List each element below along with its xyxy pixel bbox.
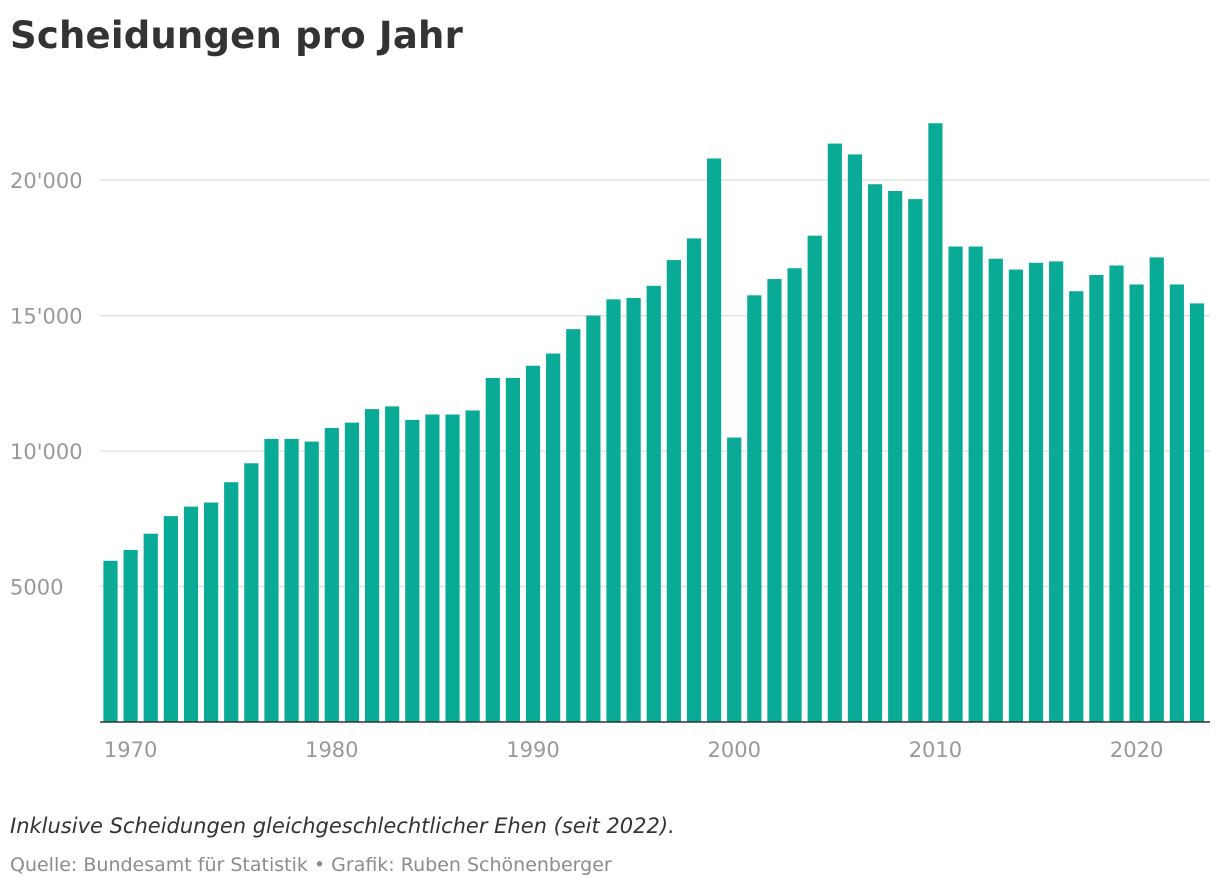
bar-1996 [646,285,661,722]
bar-1995 [626,298,641,722]
bar-2014 [1008,269,1023,722]
bar-1975 [224,482,239,722]
bar-2019 [1109,265,1124,722]
y-tick-label: 15'000 [10,305,83,329]
bar-1974 [204,502,219,722]
bar-1979 [304,441,319,722]
bar-2017 [1069,291,1084,722]
bar-1985 [425,414,440,722]
y-tick-label: 5000 [10,576,63,600]
bar-2003 [787,268,802,722]
bar-2013 [988,258,1003,722]
bar-2005 [827,143,842,722]
bar-2018 [1089,274,1104,722]
source-credit: Quelle: Bundesamt für Statistik • Grafik… [10,854,612,876]
bar-1993 [586,315,601,722]
bar-1970 [123,549,138,722]
bar-1992 [566,329,581,722]
x-tick-label: 2020 [1110,738,1163,762]
bar-1998 [686,238,702,722]
bar-1978 [284,438,299,722]
bar-2012 [968,246,983,722]
bars [103,123,1205,723]
bar-2001 [747,295,762,722]
x-tick-label: 1990 [506,738,559,762]
bar-chart: 5000 10'000 15'000 20'000 1970 1980 1990 2000 2… [10,123,1210,762]
bar-1982 [364,409,380,722]
bar-2000 [727,437,742,722]
bar-1976 [244,463,259,722]
bar-2011 [948,246,963,722]
y-tick-label: 20'000 [10,169,83,193]
bar-2022 [1169,284,1184,722]
bar-2004 [807,235,822,722]
bar-2023 [1189,303,1205,722]
bar-1981 [344,422,360,722]
bar-1973 [183,506,199,722]
bar-1987 [465,410,480,722]
bar-2008 [888,190,903,722]
x-axis-labels: 1970 1980 1990 2000 2010 2020 [104,738,1163,762]
bar-2020 [1129,284,1144,722]
y-tick-label: 10'000 [10,440,83,464]
bar-1994 [606,299,621,722]
x-tick-label: 1970 [104,738,157,762]
bar-2009 [908,199,923,723]
bar-2021 [1149,257,1164,722]
bar-2010 [928,123,943,723]
bar-1977 [264,438,279,722]
bar-2007 [867,184,883,723]
bar-1971 [143,533,158,722]
bar-1984 [405,419,420,722]
bar-1980 [324,428,339,722]
bar-2002 [767,279,782,722]
bar-1969 [103,560,118,722]
x-tick-label: 1980 [305,738,358,762]
bar-1983 [385,406,400,722]
bar-1990 [525,365,541,722]
bar-1997 [666,260,681,722]
x-tick-label: 2000 [707,738,760,762]
x-tick-label: 2010 [909,738,962,762]
bar-1991 [546,353,561,722]
chart-title: Scheidungen pro Jahr [10,14,464,57]
bar-2015 [1028,262,1044,722]
bar-1989 [505,377,520,722]
bar-2016 [1049,261,1064,722]
bar-1972 [163,516,178,722]
bar-1986 [445,414,460,722]
bar-2006 [847,154,863,723]
bar-1999 [707,158,722,722]
footnote: Inklusive Scheidungen gleichgeschlechtli… [10,814,675,838]
y-axis-labels: 5000 10'000 15'000 20'000 [10,169,83,599]
bar-1988 [485,377,500,722]
